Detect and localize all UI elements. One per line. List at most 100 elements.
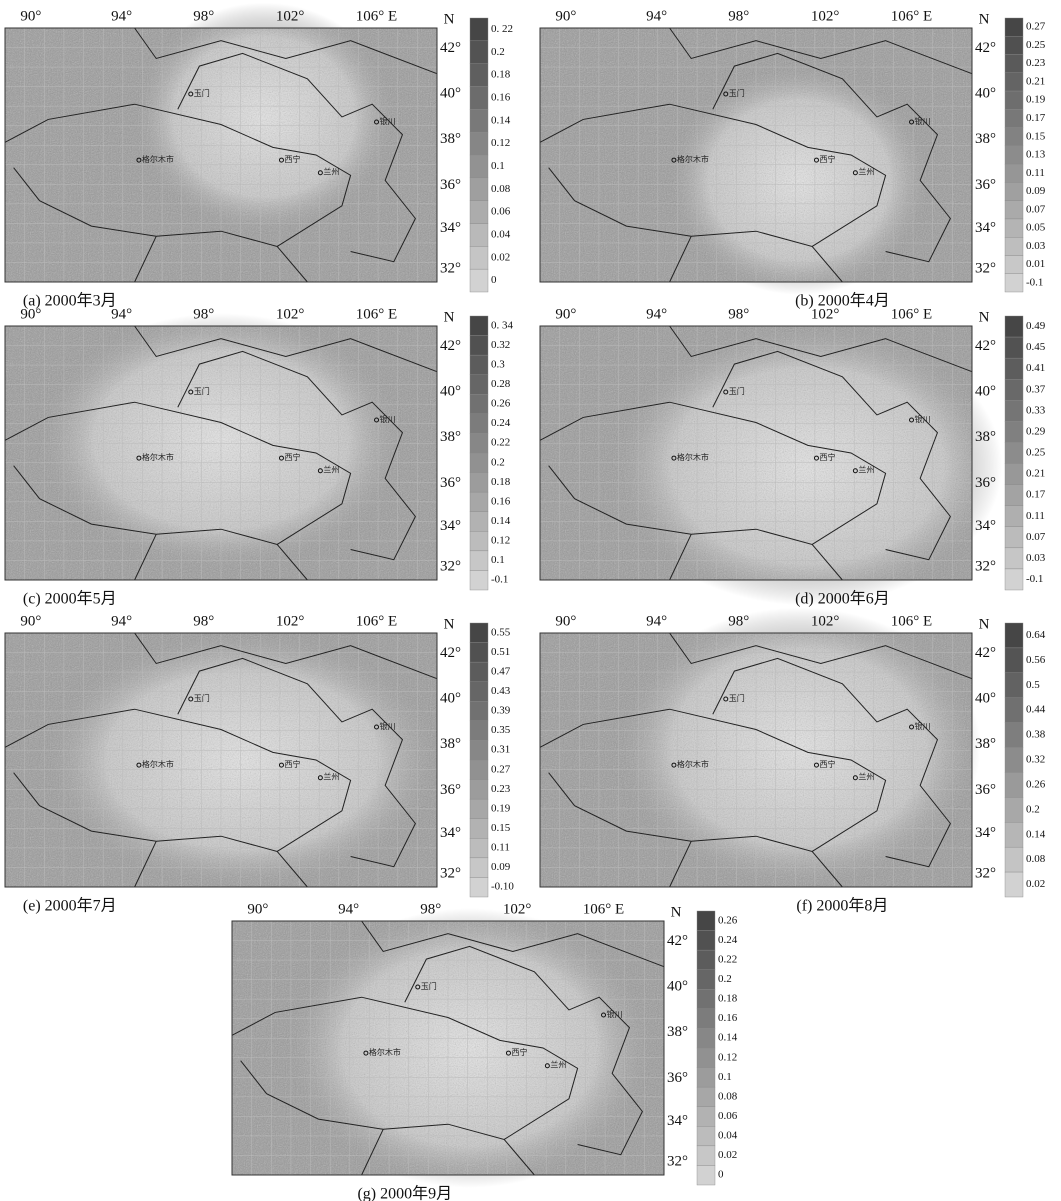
map-panel: 90° 94° 98° 102° 106° E N 42° 40° 38° 36° 34° 32° 玉门… bbox=[539, 8, 1046, 310]
lon-label: 94° bbox=[646, 8, 667, 24]
lat-label: 40° bbox=[440, 690, 461, 706]
city-dot bbox=[601, 1012, 607, 1018]
city-label: 西宁 bbox=[511, 1047, 527, 1057]
map-border bbox=[669, 534, 692, 581]
colorbar-label: 0.17 bbox=[1026, 489, 1046, 501]
panel-caption: (d) 2000年6月 bbox=[795, 590, 890, 608]
colorbar-label: 0.27 bbox=[491, 763, 511, 775]
colorbar-cell bbox=[1004, 36, 1024, 55]
colorbar-label: 0.27 bbox=[1026, 21, 1046, 33]
colorbar-label: 0.02 bbox=[491, 251, 510, 263]
colorbar-cell bbox=[1004, 722, 1024, 748]
north-label: N bbox=[979, 616, 990, 632]
map-border bbox=[712, 350, 951, 561]
city-dot bbox=[723, 91, 729, 97]
city-label: 玉门 bbox=[194, 386, 210, 396]
colorbar-label: 0.11 bbox=[1026, 510, 1045, 522]
lat-label: 42° bbox=[440, 338, 461, 354]
colorbar-label: 0.17 bbox=[1026, 112, 1046, 124]
colorbar-cell bbox=[1004, 622, 1024, 649]
lat-label: 38° bbox=[440, 736, 461, 752]
colorbar-cell bbox=[469, 681, 489, 702]
lat-label: 42° bbox=[975, 338, 996, 354]
city-dot bbox=[363, 1050, 369, 1056]
colorbar-cell bbox=[1004, 54, 1024, 73]
lon-label: 98° bbox=[728, 8, 749, 24]
colorbar-label: 0.04 bbox=[491, 228, 511, 240]
lon-label: 106° E bbox=[891, 613, 932, 629]
colorbar-label: 0.15 bbox=[491, 822, 511, 834]
north-label: N bbox=[444, 309, 455, 325]
colorbar-cell bbox=[696, 930, 716, 951]
colorbar-cell bbox=[469, 472, 489, 493]
city-dot bbox=[723, 696, 729, 702]
colorbar-cell bbox=[1004, 797, 1024, 823]
colorbar-label: 0.14 bbox=[1026, 828, 1046, 840]
lon-label: 102° bbox=[811, 613, 840, 629]
colorbar-label: 0.06 bbox=[718, 1110, 738, 1122]
north-label: N bbox=[979, 11, 990, 27]
city-dot bbox=[136, 157, 142, 163]
city-dot bbox=[188, 389, 194, 395]
colorbar-label: 0.51 bbox=[491, 646, 510, 658]
city-dot bbox=[374, 417, 380, 423]
map-border bbox=[177, 657, 416, 868]
lat-label: 34° bbox=[975, 518, 996, 534]
colorbar-label: 0.12 bbox=[491, 137, 510, 149]
colorbar-label: 0.14 bbox=[491, 114, 511, 126]
map-border bbox=[361, 1129, 384, 1176]
colorbar-cell bbox=[469, 315, 489, 336]
colorbar-cell bbox=[469, 798, 489, 819]
colorbar-cell bbox=[469, 701, 489, 722]
colorbar-cell bbox=[1004, 379, 1024, 401]
colorbar-label: 0.16 bbox=[491, 91, 511, 103]
city-label: 玉门 bbox=[194, 88, 210, 98]
colorbar-label: 0.14 bbox=[491, 515, 511, 527]
colorbar-label: 0.14 bbox=[718, 1032, 738, 1044]
colorbar-label: 0.07 bbox=[1026, 203, 1046, 215]
colorbar-label: 0.05 bbox=[1026, 222, 1046, 234]
colorbar-label: 0.1 bbox=[718, 1071, 732, 1083]
lat-label: 38° bbox=[667, 1024, 688, 1040]
city-label: 格尔木市 bbox=[142, 154, 174, 164]
lat-label: 42° bbox=[440, 645, 461, 661]
colorbar-cell bbox=[1004, 236, 1024, 256]
colorbar-label: 0.16 bbox=[491, 495, 511, 507]
colorbar-cell bbox=[469, 818, 489, 839]
city-dot bbox=[909, 724, 915, 730]
lon-label: 94° bbox=[646, 306, 667, 322]
lat-label: 32° bbox=[975, 559, 996, 575]
lon-label: 94° bbox=[646, 613, 667, 629]
colorbar-cell bbox=[469, 246, 489, 270]
colorbar-label: 0.1 bbox=[491, 554, 505, 566]
colorbar-cell bbox=[1004, 526, 1024, 549]
map-border bbox=[134, 325, 438, 373]
lon-label: 102° bbox=[503, 901, 532, 917]
lon-label: 98° bbox=[193, 613, 214, 629]
lat-label: 42° bbox=[975, 40, 996, 56]
lat-label: 40° bbox=[975, 690, 996, 706]
map-border bbox=[669, 27, 973, 75]
colorbar-label: 0.29 bbox=[1026, 425, 1046, 437]
city-label: 银川 bbox=[915, 414, 931, 424]
colorbar-cell bbox=[1004, 72, 1024, 92]
colorbar-cell bbox=[469, 86, 489, 110]
lon-label: 90° bbox=[555, 8, 576, 24]
colorbar-label: 0.3 bbox=[491, 358, 505, 370]
colorbar-cell bbox=[469, 433, 489, 454]
city-dot bbox=[544, 1063, 550, 1069]
colorbar-cell bbox=[469, 838, 489, 859]
map-border bbox=[276, 851, 308, 888]
colorbar-cell bbox=[696, 1145, 716, 1166]
colorbar-cell bbox=[1004, 90, 1024, 110]
colorbar-cell bbox=[696, 1047, 716, 1068]
city-dot bbox=[909, 417, 915, 423]
map-border bbox=[539, 708, 887, 852]
city-label: 玉门 bbox=[421, 981, 437, 991]
city-label: 银川 bbox=[915, 116, 931, 126]
colorbar-cell bbox=[1004, 200, 1024, 220]
city-label: 兰州 bbox=[858, 465, 874, 475]
colorbar-label: 0.47 bbox=[491, 665, 511, 677]
city-dot bbox=[852, 775, 858, 781]
